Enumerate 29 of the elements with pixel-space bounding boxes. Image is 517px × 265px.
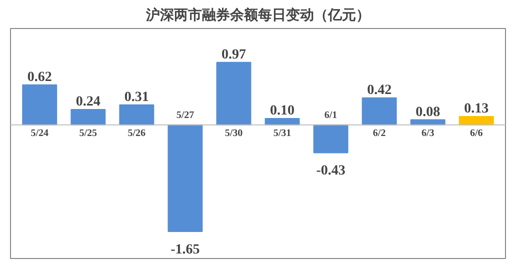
x-tick-label: 6/1: [324, 110, 338, 121]
data-label: -1.65: [170, 242, 200, 258]
x-tick-label: 5/30: [224, 128, 243, 139]
data-label: 0.08: [416, 104, 440, 120]
data-label: 0.13: [464, 102, 489, 117]
data-label: 0.62: [27, 70, 52, 85]
chart-title: 沪深两市融券余额每日变动（亿元）: [145, 6, 370, 24]
bar: [70, 108, 106, 126]
data-label: -0.43: [316, 164, 346, 179]
bar: [313, 124, 348, 154]
bar: [168, 124, 203, 232]
x-tick-label: 5/25: [79, 128, 98, 139]
data-label: 0.24: [76, 94, 100, 110]
data-label: 0.97: [221, 47, 246, 62]
data-label: 0.42: [367, 82, 392, 98]
data-label: 0.10: [270, 103, 295, 118]
x-tick-label: 6/6: [470, 128, 483, 139]
bar: [119, 104, 154, 126]
bar: [458, 116, 494, 126]
bar: [216, 62, 252, 126]
x-tick-label: 5/31: [273, 128, 292, 139]
x-tick-label: 6/3: [421, 128, 434, 139]
x-tick-label: 5/26: [128, 128, 146, 139]
data-label: 0.31: [124, 90, 149, 105]
bar: [22, 84, 58, 126]
bar: [362, 97, 397, 126]
x-tick-label: 5/24: [30, 128, 49, 139]
x-tick-label: 6/2: [372, 128, 386, 139]
x-tick-label: 5/27: [176, 110, 194, 121]
